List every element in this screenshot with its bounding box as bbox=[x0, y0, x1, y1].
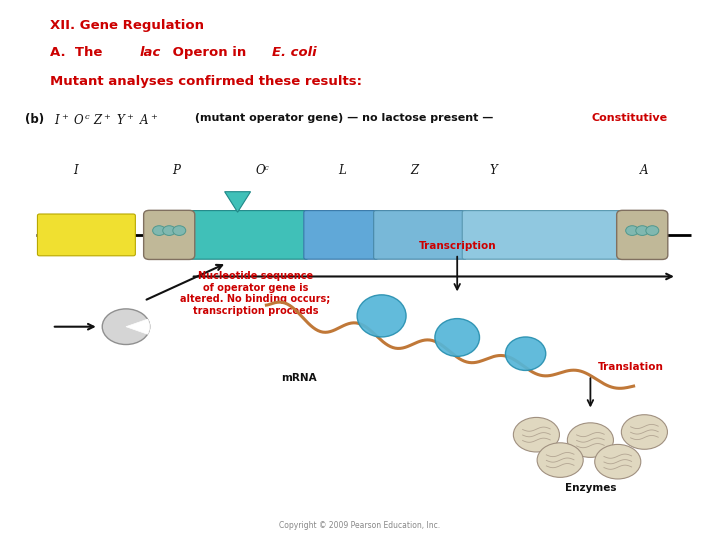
Ellipse shape bbox=[435, 319, 480, 356]
Text: E. coli: E. coli bbox=[272, 46, 317, 59]
Text: $I^+\ O^c\ Z^+\ Y^+\ A^+$: $I^+\ O^c\ Z^+\ Y^+\ A^+$ bbox=[54, 113, 158, 128]
FancyBboxPatch shape bbox=[374, 211, 467, 259]
Polygon shape bbox=[225, 192, 251, 212]
Text: Z: Z bbox=[410, 164, 418, 177]
Text: Operon in: Operon in bbox=[168, 46, 251, 59]
FancyBboxPatch shape bbox=[37, 214, 135, 256]
Wedge shape bbox=[126, 319, 150, 334]
Text: lac: lac bbox=[140, 46, 161, 59]
Ellipse shape bbox=[505, 337, 546, 370]
Text: Enzymes: Enzymes bbox=[564, 483, 616, 494]
Text: Transcription: Transcription bbox=[418, 241, 496, 251]
FancyBboxPatch shape bbox=[617, 211, 668, 260]
Circle shape bbox=[153, 226, 166, 235]
FancyBboxPatch shape bbox=[187, 211, 308, 259]
Circle shape bbox=[626, 226, 639, 235]
Text: Y: Y bbox=[490, 164, 497, 177]
Circle shape bbox=[636, 226, 649, 235]
Circle shape bbox=[646, 226, 659, 235]
Text: A.  The: A. The bbox=[50, 46, 107, 59]
Circle shape bbox=[513, 417, 559, 452]
Ellipse shape bbox=[357, 295, 406, 337]
Text: (b): (b) bbox=[25, 113, 45, 126]
Circle shape bbox=[595, 444, 641, 479]
FancyBboxPatch shape bbox=[143, 211, 194, 260]
Circle shape bbox=[163, 226, 176, 235]
Text: I: I bbox=[73, 164, 78, 177]
Text: (mutant operator gene) — no lactose present —: (mutant operator gene) — no lactose pres… bbox=[191, 113, 493, 124]
Text: Nucleotide sequence
of operator gene is
altered. No binding occurs;
transcriptio: Nucleotide sequence of operator gene is … bbox=[181, 271, 330, 316]
Circle shape bbox=[537, 443, 583, 477]
Text: Copyright © 2009 Pearson Education, Inc.: Copyright © 2009 Pearson Education, Inc. bbox=[279, 521, 441, 530]
Text: A: A bbox=[640, 164, 649, 177]
Circle shape bbox=[621, 415, 667, 449]
Text: Oᶜ: Oᶜ bbox=[256, 164, 270, 177]
Text: L: L bbox=[338, 164, 346, 177]
FancyBboxPatch shape bbox=[462, 211, 623, 259]
Text: Translation: Translation bbox=[598, 362, 663, 372]
Text: Mutant analyses confirmed these results:: Mutant analyses confirmed these results: bbox=[50, 75, 362, 87]
Circle shape bbox=[173, 226, 186, 235]
FancyBboxPatch shape bbox=[304, 211, 378, 259]
Circle shape bbox=[567, 423, 613, 457]
Text: P: P bbox=[173, 164, 180, 177]
Text: Constitutive: Constitutive bbox=[592, 113, 668, 124]
Text: XII. Gene Regulation: XII. Gene Regulation bbox=[50, 19, 204, 32]
Circle shape bbox=[102, 309, 150, 345]
Text: mRNA: mRNA bbox=[281, 373, 317, 383]
